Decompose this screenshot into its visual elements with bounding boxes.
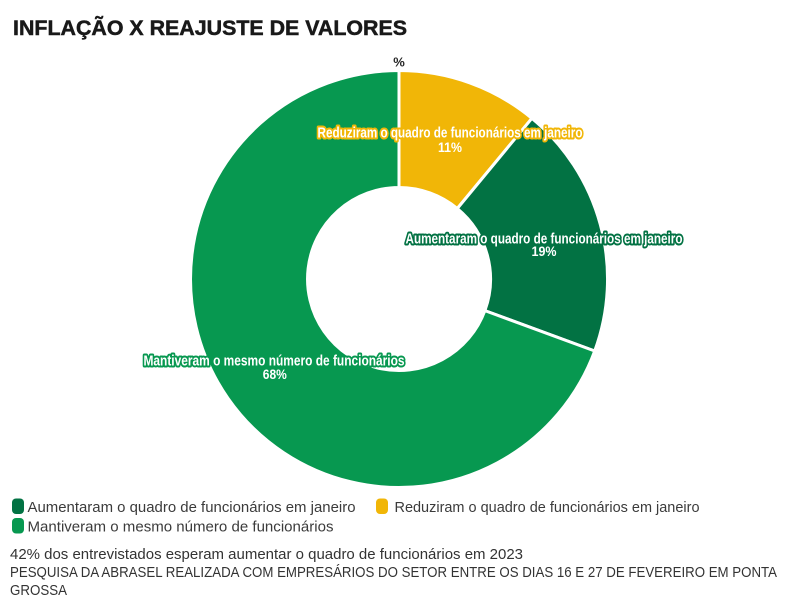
svg-text:GROSSA: GROSSA <box>10 582 67 599</box>
svg-text:42% dos entrevistados esperam: 42% dos entrevistados esperam aumentar o… <box>10 546 523 563</box>
svg-text:Reduziram o quadro de funcioná: Reduziram o quadro de funcionários em ja… <box>318 124 583 141</box>
svg-text:68%: 68% <box>263 366 287 382</box>
svg-text:Mantiveram o mesmo número de f: Mantiveram o mesmo número de funcionário… <box>144 353 405 370</box>
svg-text:11%: 11% <box>438 139 462 155</box>
svg-text:Mantiveram o mesmo número de f: Mantiveram o mesmo número de funcionário… <box>28 519 334 536</box>
svg-text:Reduziram o quadro de funcioná: Reduziram o quadro de funcionários em ja… <box>395 499 700 516</box>
svg-text:PESQUISA DA ABRASEL REALIZADA: PESQUISA DA ABRASEL REALIZADA COM EMPRES… <box>10 564 777 581</box>
svg-text:19%: 19% <box>532 243 557 259</box>
svg-text:INFLAÇÃO X REAJUSTE DE VALORES: INFLAÇÃO X REAJUSTE DE VALORES <box>13 17 407 40</box>
svg-text:Aumentaram o quadro de funcion: Aumentaram o quadro de funcionários em j… <box>28 499 356 516</box>
svg-text:Aumentaram o quadro de funcion: Aumentaram o quadro de funcionários em j… <box>406 231 683 248</box>
svg-text:%: % <box>393 55 405 70</box>
